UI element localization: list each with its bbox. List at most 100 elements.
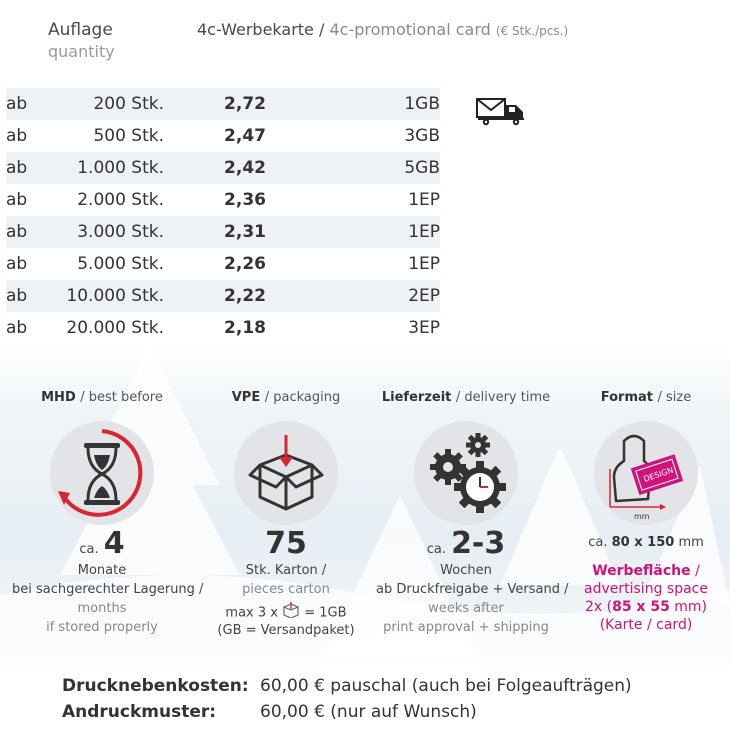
packaging-note-2: (GB = Versandpaket): [217, 623, 355, 638]
delivery-title-en: / delivery time: [455, 390, 551, 405]
shipping-cell: 2EP: [266, 280, 440, 312]
best-before-unit-en: months: [77, 601, 127, 616]
advertising-space-de: Werbefläche: [592, 563, 691, 579]
packaging-unit-en: pieces carton: [242, 582, 330, 597]
prefix-cell: ab: [6, 312, 46, 344]
format-title-en: / size: [657, 390, 692, 405]
prefix-cell: ab: [6, 184, 46, 216]
table-row: ab 200 Stk. 2,72 1GB: [6, 88, 440, 120]
format-section: Format / size DESIGN mm ca. 80 x 150 mm …: [556, 390, 730, 634]
shipping-cell: 3GB: [266, 120, 440, 152]
quantity-cell: 200 Stk.: [46, 88, 164, 120]
quantity-cell: 3.000 Stk.: [46, 216, 164, 248]
advertising-space-slash: /: [690, 563, 700, 579]
format-dimensions: ca. 80 x 150 mm: [556, 535, 730, 550]
small-box-icon: [282, 602, 300, 624]
prefix-cell: ab: [6, 216, 46, 248]
quantity-header-en: quantity: [48, 42, 115, 61]
quantity-header: Auflage quantity: [48, 20, 158, 61]
best-before-condition: bei sachgerechter Lagerung /: [12, 582, 204, 597]
quantity-cell: 2.000 Stk.: [46, 184, 164, 216]
format-dim-value: 80 x 150: [611, 535, 675, 550]
price-cell: 2,47: [164, 120, 266, 152]
packaging-title: VPE / packaging: [196, 390, 376, 405]
best-before-prefix: ca.: [79, 542, 99, 557]
advertising-unit: mm): [669, 599, 708, 615]
packaging-title-de: VPE: [231, 390, 261, 405]
price-cell: 2,36: [164, 184, 266, 216]
footer-proof-sample: Andruckmuster: 60,00 € (nur auf Wunsch): [62, 702, 477, 722]
product-header-en: 4c-promotional card: [329, 20, 491, 39]
print-costs-value: 60,00 € pauschal (auch bei Folgeaufträge…: [260, 676, 632, 696]
delivery-section: Lieferzeit / delivery time: [376, 390, 569, 637]
advertising-space-title: Werbefläche /: [556, 562, 730, 580]
price-cell: 2,42: [164, 152, 266, 184]
packaging-section: VPE / packaging 75 Stk. Karton / pieces …: [196, 390, 376, 638]
best-before-title: MHD / best before: [12, 390, 192, 405]
shipping-cell: 1GB: [266, 88, 440, 120]
advertising-space-size: 2x (85 x 55 mm): [556, 598, 730, 616]
shipping-cell: 1EP: [266, 184, 440, 216]
best-before-value-line: ca. 4: [12, 527, 192, 561]
price-cell: 2,18: [164, 312, 266, 344]
price-cell: 2,72: [164, 88, 266, 120]
quantity-cell: 10.000 Stk.: [46, 280, 164, 312]
packaging-note-post: = 1GB: [304, 605, 347, 621]
box-icon: [234, 421, 338, 525]
advertising-note: (Karte / card): [599, 617, 693, 633]
best-before-section: MHD / best before ca. 4 Monate bei sachg…: [12, 390, 204, 637]
shipping-cell: 1EP: [266, 248, 440, 280]
format-dim-pre: ca.: [588, 535, 608, 550]
delivery-condition: ab Druckfreigabe + Versand /: [376, 582, 569, 597]
best-before-value: 4: [103, 526, 125, 561]
price-cell: 2,22: [164, 280, 266, 312]
table-row: ab 500 Stk. 2,47 3GB: [6, 120, 440, 152]
product-header-de: 4c-Werbekarte /: [197, 20, 325, 39]
table-row: ab 10.000 Stk. 2,22 2EP: [6, 280, 440, 312]
best-before-title-de: MHD: [41, 390, 76, 405]
proof-sample-value: 60,00 € (nur auf Wunsch): [260, 702, 477, 722]
proof-sample-label: Andruckmuster:: [62, 702, 217, 722]
shipping-cell: 3EP: [266, 312, 440, 344]
packaging-title-en: / packaging: [264, 390, 341, 405]
mm-label: mm: [634, 512, 650, 521]
prefix-cell: ab: [6, 88, 46, 120]
delivery-unit: Wochen: [440, 563, 492, 578]
prefix-cell: ab: [6, 120, 46, 152]
delivery-value: 2-3: [451, 526, 506, 561]
packaging-value-line: 75: [196, 527, 376, 561]
price-cell: 2,31: [164, 216, 266, 248]
advertising-count: 2x (: [584, 599, 613, 615]
table-row: ab 5.000 Stk. 2,26 1EP: [6, 248, 440, 280]
table-row: ab 20.000 Stk. 2,18 3EP: [6, 312, 440, 344]
quantity-cell: 20.000 Stk.: [46, 312, 164, 344]
table-row: ab 1.000 Stk. 2,42 5GB: [6, 152, 440, 184]
price-table: ab 200 Stk. 2,72 1GB ab 500 Stk. 2,47 3G…: [6, 88, 440, 344]
quantity-header-de: Auflage: [48, 20, 113, 40]
hourglass-icon: [50, 421, 154, 525]
card-hand-icon: DESIGN mm: [594, 421, 698, 525]
table-row: ab 3.000 Stk. 2,31 1EP: [6, 216, 440, 248]
packaging-note-pre: max 3 x: [225, 605, 278, 621]
advertising-space-en: advertising space: [584, 581, 708, 597]
price-cell: 2,26: [164, 248, 266, 280]
shipping-cell: 5GB: [266, 152, 440, 184]
gears-clock-icon: [414, 421, 518, 525]
best-before-title-en: / best before: [80, 390, 163, 405]
prefix-cell: ab: [6, 280, 46, 312]
packaging-value: 75: [265, 526, 307, 561]
table-row: ab 2.000 Stk. 2,36 1EP: [6, 184, 440, 216]
prefix-cell: ab: [6, 152, 46, 184]
quantity-cell: 5.000 Stk.: [46, 248, 164, 280]
format-title: Format / size: [556, 390, 730, 405]
delivery-prefix: ca.: [426, 542, 446, 557]
delivery-unit-en: weeks after: [428, 601, 504, 616]
footer-print-costs: Drucknebenkosten: 60,00 € pauschal (auch …: [62, 676, 632, 696]
quantity-cell: 1.000 Stk.: [46, 152, 164, 184]
prefix-cell: ab: [6, 248, 46, 280]
packaging-note: max 3 x = 1GB: [196, 602, 376, 624]
format-dim-unit: mm: [678, 535, 704, 550]
advertising-size: 85 x 55: [612, 599, 670, 615]
quantity-cell: 500 Stk.: [46, 120, 164, 152]
print-costs-label: Drucknebenkosten:: [62, 676, 249, 696]
